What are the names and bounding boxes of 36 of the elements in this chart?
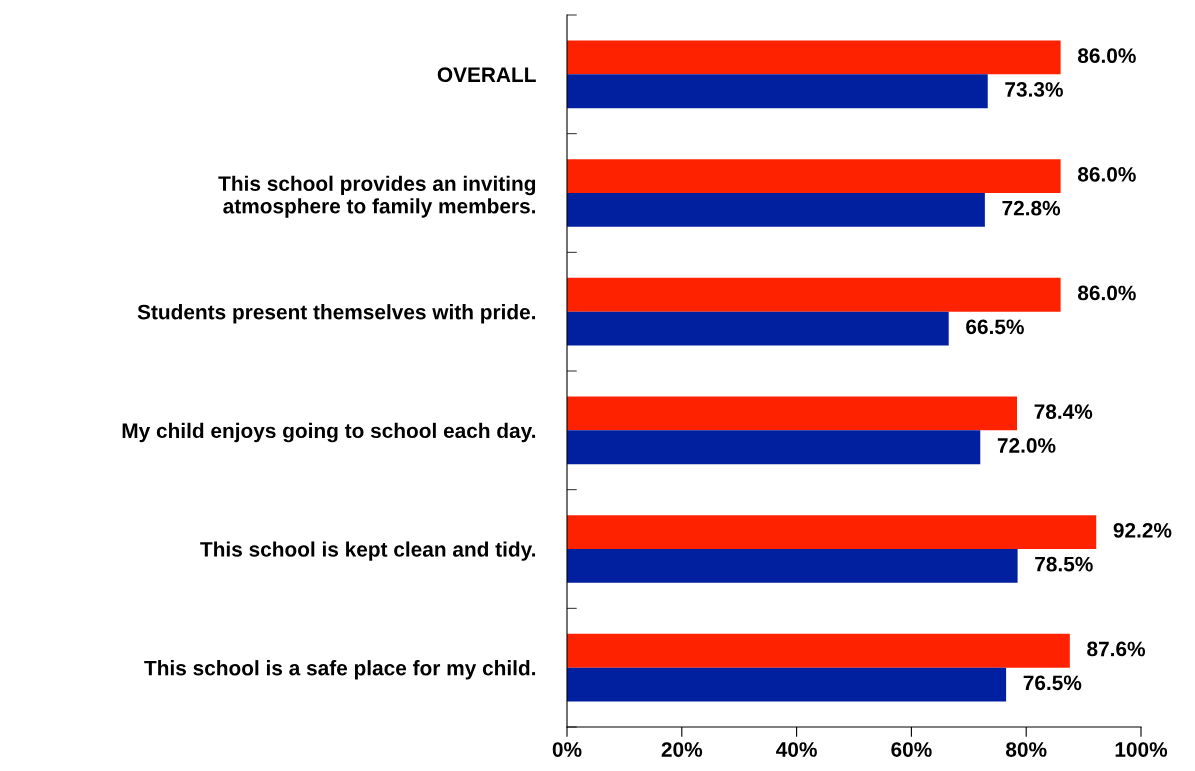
bar xyxy=(567,193,985,227)
data-label: 86.0% xyxy=(1077,48,1136,64)
data-label: 72.8% xyxy=(1002,200,1061,216)
bar xyxy=(567,40,1061,75)
bar xyxy=(567,159,1061,193)
data-label: 78.4% xyxy=(1034,404,1093,420)
x-tick-label: 40% xyxy=(776,742,817,757)
y-tick-label: OVERALL xyxy=(437,67,536,83)
x-tick-label: 80% xyxy=(1006,742,1047,757)
data-label: 72.0% xyxy=(997,438,1056,453)
bar xyxy=(567,74,988,109)
bar xyxy=(567,430,981,465)
y-tick-label: This school is kept clean and tidy. xyxy=(200,541,536,561)
x-tick-label: 100% xyxy=(1115,742,1168,757)
y-tick-label: My child enjoys going to school each day. xyxy=(122,422,536,443)
bar xyxy=(567,667,1007,702)
data-label: 76.5% xyxy=(1023,675,1082,691)
y-tick-label: This school provides an inviting atmosphere to family members. xyxy=(218,175,536,218)
data-label: 92.2% xyxy=(1113,522,1172,538)
x-tick-label: 60% xyxy=(891,742,932,757)
data-label: 86.0% xyxy=(1077,285,1136,301)
bar xyxy=(567,633,1070,668)
bar xyxy=(567,311,949,346)
x-tick-label: 0% xyxy=(552,742,582,757)
bar xyxy=(567,515,1097,549)
data-label: 73.3% xyxy=(1005,82,1063,97)
data-label: 87.6% xyxy=(1087,641,1146,657)
y-tick-label: This school is a safe place for my child. xyxy=(144,660,536,680)
y-tick-label: Students present themselves with pride. xyxy=(137,304,536,324)
x-tick-label: 20% xyxy=(661,742,703,757)
data-label: 86.0% xyxy=(1077,166,1136,182)
bar xyxy=(567,277,1061,312)
data-label: 66.5% xyxy=(966,319,1024,335)
bar xyxy=(567,396,1018,431)
data-label: 78.5% xyxy=(1035,556,1093,572)
bar xyxy=(567,549,1018,583)
